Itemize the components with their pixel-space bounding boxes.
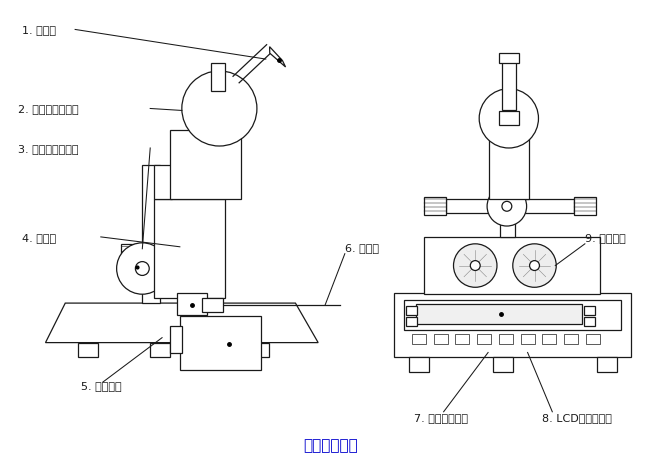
Bar <box>499 334 512 344</box>
Bar <box>564 334 578 344</box>
Bar <box>586 334 600 344</box>
Circle shape <box>135 262 149 276</box>
Bar <box>434 334 448 344</box>
Bar <box>416 304 582 324</box>
Text: 2. 显微镜调焦旋钮: 2. 显微镜调焦旋钮 <box>18 104 78 114</box>
Bar <box>455 334 469 344</box>
Text: 1. 目镜筒: 1. 目镜筒 <box>22 25 56 35</box>
Polygon shape <box>46 303 318 343</box>
Text: 8. LCD液晶显示屏: 8. LCD液晶显示屏 <box>542 412 613 422</box>
Bar <box>597 358 617 372</box>
Bar <box>584 317 595 326</box>
Bar <box>394 294 631 358</box>
Bar <box>406 307 417 315</box>
Text: 6. 毛细管: 6. 毛细管 <box>345 242 379 252</box>
Bar <box>180 316 261 370</box>
Polygon shape <box>270 48 286 68</box>
Bar <box>404 301 621 330</box>
Bar <box>446 200 574 214</box>
Bar <box>477 334 491 344</box>
Text: 5. 电热炉座: 5. 电热炉座 <box>81 380 122 390</box>
Text: 9. 冷却风扇: 9. 冷却风扇 <box>585 232 626 242</box>
Circle shape <box>453 244 497 288</box>
Bar <box>177 294 207 315</box>
Text: 4. 物镜筒: 4. 物镜筒 <box>22 232 56 242</box>
Circle shape <box>182 72 257 147</box>
Bar <box>409 358 429 372</box>
Bar <box>542 334 556 344</box>
Bar <box>584 307 595 315</box>
Bar <box>489 139 528 200</box>
Bar <box>143 165 160 303</box>
Bar <box>202 298 223 312</box>
Bar <box>499 54 518 64</box>
Circle shape <box>530 261 540 271</box>
Bar <box>211 64 225 91</box>
Bar <box>170 326 182 354</box>
Bar <box>574 198 596 216</box>
Text: 仪器整体视图: 仪器整体视图 <box>304 437 359 452</box>
Circle shape <box>512 244 556 288</box>
Bar <box>154 165 172 200</box>
Bar <box>78 343 98 358</box>
Circle shape <box>470 261 480 271</box>
Bar <box>502 60 516 111</box>
Text: 7. 仪器操作面板: 7. 仪器操作面板 <box>414 412 468 422</box>
Circle shape <box>487 187 526 227</box>
Bar <box>500 91 514 237</box>
Bar <box>154 200 225 298</box>
Bar <box>121 244 139 276</box>
Bar <box>493 358 512 372</box>
Circle shape <box>502 202 512 212</box>
Bar <box>424 198 446 216</box>
Bar <box>170 131 241 200</box>
Circle shape <box>479 90 538 149</box>
Bar <box>249 343 269 358</box>
Bar <box>424 237 600 295</box>
Circle shape <box>117 243 168 295</box>
Bar <box>412 334 426 344</box>
Text: 3. 显微镜锁紧旋钮: 3. 显微镜锁紧旋钮 <box>18 144 78 154</box>
Bar <box>406 317 417 326</box>
Bar <box>520 334 534 344</box>
Bar <box>499 112 518 126</box>
Bar <box>151 343 170 358</box>
